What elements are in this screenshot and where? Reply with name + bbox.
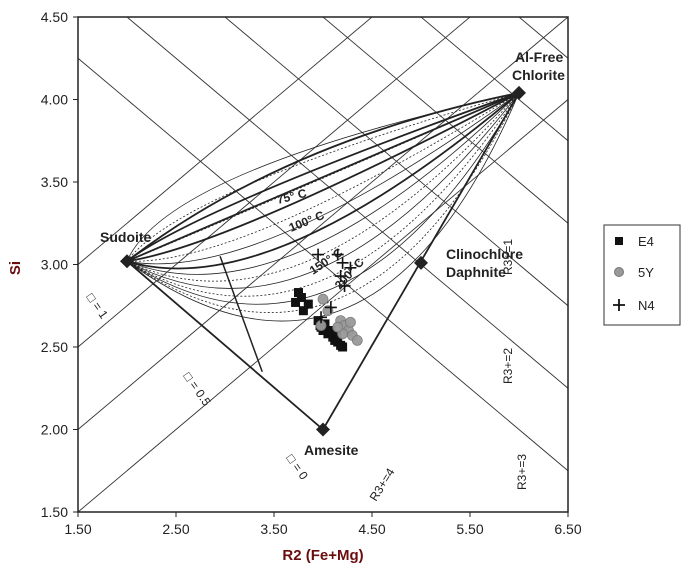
point-e4	[298, 306, 308, 316]
r3-line	[420, 17, 568, 142]
isotherm-curve	[126, 92, 520, 270]
r3-label-2: R3+=2	[501, 348, 515, 384]
isotherm-curve	[126, 92, 520, 289]
x-tick-label: 2.50	[162, 521, 189, 537]
r3-label-1: R3+=1	[501, 239, 515, 275]
point-n4	[324, 301, 337, 314]
end-member-diamond	[120, 254, 134, 269]
isotherm-curve	[126, 92, 520, 305]
r3-line	[322, 17, 568, 224]
label-chlorite: Chlorite	[512, 67, 565, 83]
legend-label-5y: 5Y	[638, 265, 654, 280]
point-n4	[334, 270, 347, 283]
point-e4	[313, 316, 323, 326]
label-sudoite: Sudoite	[100, 229, 152, 245]
vacancy-label-1: □ = 1	[84, 291, 111, 322]
inner-tie-line	[219, 255, 263, 373]
legend-label-n4: N4	[638, 298, 655, 313]
point-e4	[291, 297, 301, 307]
y-tick-label: 3.50	[41, 174, 68, 190]
isotherm-curve	[126, 92, 520, 282]
end-member-diamond	[316, 422, 330, 437]
isotherm-label-100: 100° C	[287, 208, 327, 235]
x-axis-title: R2 (Fe+Mg)	[282, 547, 363, 564]
legend-marker-5y	[614, 267, 624, 277]
point-n4	[336, 256, 349, 269]
label-al-free: Al-Free	[515, 49, 563, 65]
y-axis-title: Si	[7, 261, 24, 275]
point-5y	[345, 316, 356, 328]
point-n4	[315, 311, 328, 324]
point-e4	[294, 288, 303, 298]
isotherm-curve	[126, 92, 520, 263]
point-5y	[332, 321, 344, 333]
x-tick-label: 1.50	[64, 521, 91, 537]
isotherm-curve	[126, 92, 520, 275]
label-daphnite: Daphnite	[446, 264, 506, 280]
y-tick-label: 4.00	[41, 92, 68, 108]
point-n4	[331, 248, 344, 261]
r3-line	[126, 17, 568, 389]
y-tick-label: 1.50	[41, 504, 68, 520]
point-e4	[326, 326, 336, 335]
r3-label-4: R3+=4	[367, 465, 398, 503]
point-n4	[312, 248, 325, 261]
data-points	[291, 248, 363, 352]
isotherm-curve	[126, 92, 520, 262]
legend-label-e4: E4	[638, 234, 654, 249]
x-tick-label: 3.50	[260, 521, 287, 537]
y-tick-label: 2.00	[41, 422, 68, 438]
r3-line	[78, 57, 568, 472]
vacancy-line	[78, 17, 568, 430]
r3-line	[224, 17, 568, 307]
end-member-points	[120, 85, 526, 437]
x-tick-label: 6.50	[554, 521, 581, 537]
y-axis-ticks: 1.50 2.00 2.50 3.00 3.50 4.00 4.50	[41, 9, 78, 520]
y-tick-label: 3.00	[41, 257, 68, 273]
legend-marker-e4	[615, 237, 623, 245]
point-e4	[338, 342, 348, 352]
point-n4	[338, 279, 351, 292]
vacancy-line	[78, 17, 373, 265]
r3-line	[518, 17, 568, 59]
legend-marker-n4	[613, 299, 625, 311]
isotherm-curve	[126, 92, 520, 297]
legend: E4 5Y N4	[603, 224, 681, 326]
label-amesite: Amesite	[304, 442, 359, 458]
isotherm-curve	[126, 92, 520, 265]
point-e4	[303, 299, 313, 309]
end-member-diamond	[512, 85, 526, 100]
isotherm-curve	[126, 92, 520, 262]
point-n4	[344, 261, 357, 274]
x-tick-label: 4.50	[358, 521, 385, 537]
vacancy-line	[78, 99, 568, 512]
label-clinochlore: Clinochlore	[446, 246, 523, 262]
x-tick-label: 5.50	[456, 521, 483, 537]
point-5y	[351, 334, 363, 346]
end-member-diamond	[414, 255, 428, 270]
point-e4	[332, 330, 342, 340]
y-tick-label: 2.50	[41, 339, 68, 355]
isotherm-curve	[126, 92, 520, 322]
vacancy-label-0-5: □ = 0.5	[181, 370, 214, 409]
r3-label-3: R3+=3	[515, 454, 529, 490]
point-e4	[296, 293, 306, 302]
point-5y	[317, 293, 329, 305]
isotherm-curve	[126, 92, 520, 262]
x-axis-ticks: 1.50 2.50 3.50 4.50 5.50 6.50	[64, 512, 582, 537]
y-tick-label: 4.50	[41, 9, 68, 25]
